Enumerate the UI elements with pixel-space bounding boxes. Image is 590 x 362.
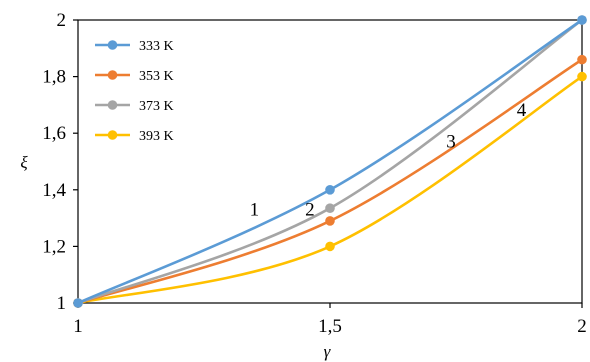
data-point (577, 71, 587, 82)
curve-number-label: 2 (305, 199, 315, 220)
annotations: 1 2 3 4 (250, 100, 527, 220)
plot-frame (77, 19, 583, 304)
data-point (325, 203, 335, 213)
data-point (577, 54, 587, 65)
curve-number-label: 4 (517, 100, 527, 121)
series-group (73, 15, 587, 308)
y-tick-label: 2 (57, 10, 67, 31)
legend-swatch-marker (107, 100, 118, 110)
y-axis-label: ξ (20, 153, 28, 172)
x-tick-label: 1 (73, 316, 83, 337)
legend-swatch-marker (107, 70, 118, 80)
legend: 333 K 353 K 373 K 393 K (95, 39, 174, 144)
y-tick-label: 1,6 (42, 123, 66, 144)
series-line (77, 18, 583, 305)
x-axis-label: γ (324, 342, 332, 361)
legend-label: 373 K (139, 99, 174, 114)
axes: 1 1,2 1,4 1,6 1,8 2 1 1,5 2 (42, 10, 587, 337)
data-point (325, 185, 335, 195)
y-tick-label: 1,8 (42, 67, 66, 88)
data-point (73, 298, 83, 308)
data-point (325, 216, 335, 226)
legend-label: 333 K (139, 39, 174, 54)
legend-label: 393 K (139, 129, 174, 144)
series-1 (73, 54, 587, 308)
y-tick-label: 1,2 (42, 236, 66, 257)
y-tick-label: 1,4 (42, 180, 66, 201)
series-2 (73, 15, 587, 308)
curve-number-label: 1 (250, 199, 260, 220)
data-point (325, 241, 335, 252)
series-line (77, 18, 583, 305)
x-tick-label: 1,5 (318, 316, 342, 337)
curve-number-label: 3 (446, 131, 456, 152)
legend-swatch-marker (107, 40, 118, 50)
series-line (77, 58, 583, 305)
legend-swatch-marker (107, 130, 118, 140)
legend-label: 353 K (139, 69, 174, 84)
series-0 (73, 15, 587, 308)
x-tick-label: 2 (577, 316, 587, 337)
y-tick-label: 1 (57, 293, 67, 314)
data-point (577, 15, 587, 25)
